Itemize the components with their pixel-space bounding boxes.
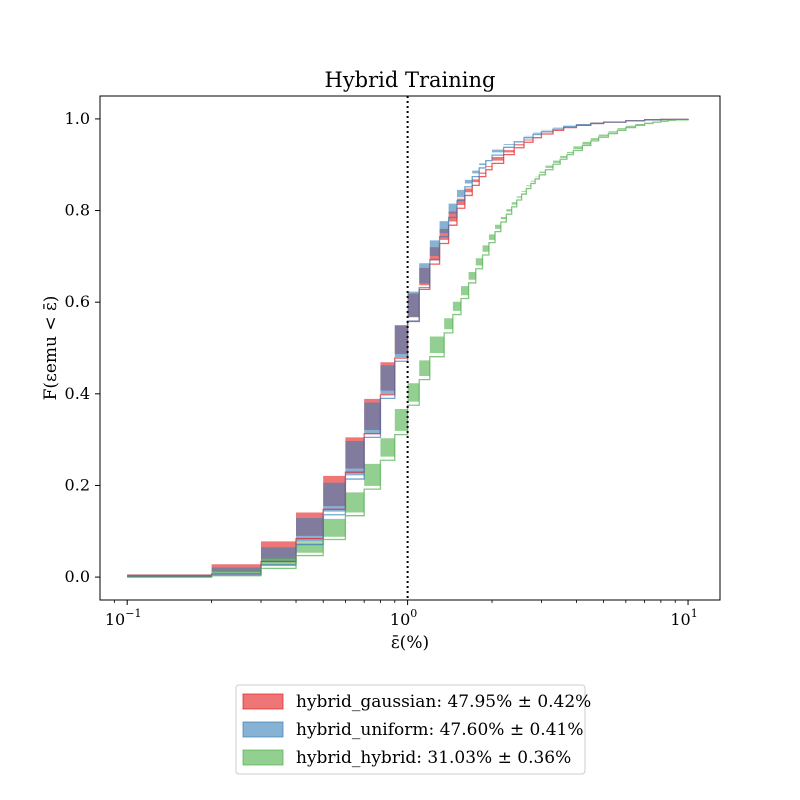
y-tick-label: 1.0	[65, 109, 90, 128]
y-axis-label: F(εemu < ε̄)	[41, 296, 61, 401]
y-tick-label: 0.6	[65, 292, 90, 311]
legend-label-hybrid-uniform: hybrid_uniform: 47.60% ± 0.41%	[296, 720, 584, 740]
y-tick-label: 0.8	[65, 201, 90, 220]
series-lines	[127, 118, 689, 578]
legend-swatch-hybrid-hybrid	[242, 749, 284, 766]
chart-title: Hybrid Training	[325, 68, 496, 92]
y-axis-ticks: 0.0 0.2 0.4 0.6 0.8 1.0	[65, 109, 100, 586]
legend-frame	[235, 684, 586, 775]
legend-swatch-hybrid-gaussian	[242, 693, 284, 710]
x-axis-label: ε̄(%)	[391, 633, 429, 653]
legend: hybrid_gaussian: 47.95% ± 0.42% hybrid_un…	[235, 684, 591, 775]
plot-frame	[99, 95, 721, 601]
y-tick-label: 0.2	[65, 475, 90, 494]
x-tick-label: 10−1	[105, 607, 142, 629]
legend-label-hybrid-hybrid: hybrid_hybrid: 31.03% ± 0.36%	[296, 748, 571, 768]
x-tick-label: 100	[390, 607, 417, 629]
legend-swatch-hybrid-uniform	[242, 721, 284, 738]
y-tick-label: 0.0	[65, 567, 90, 586]
y-tick-label: 0.4	[65, 384, 90, 403]
series-line-hybrid-uniform	[127, 118, 689, 578]
legend-label-hybrid-gaussian: hybrid_gaussian: 47.95% ± 0.42%	[296, 692, 591, 712]
x-axis-ticks: 10−1 100 101	[105, 600, 698, 629]
series-line-hybrid-hybrid	[127, 118, 689, 578]
x-tick-label: 101	[670, 607, 697, 629]
